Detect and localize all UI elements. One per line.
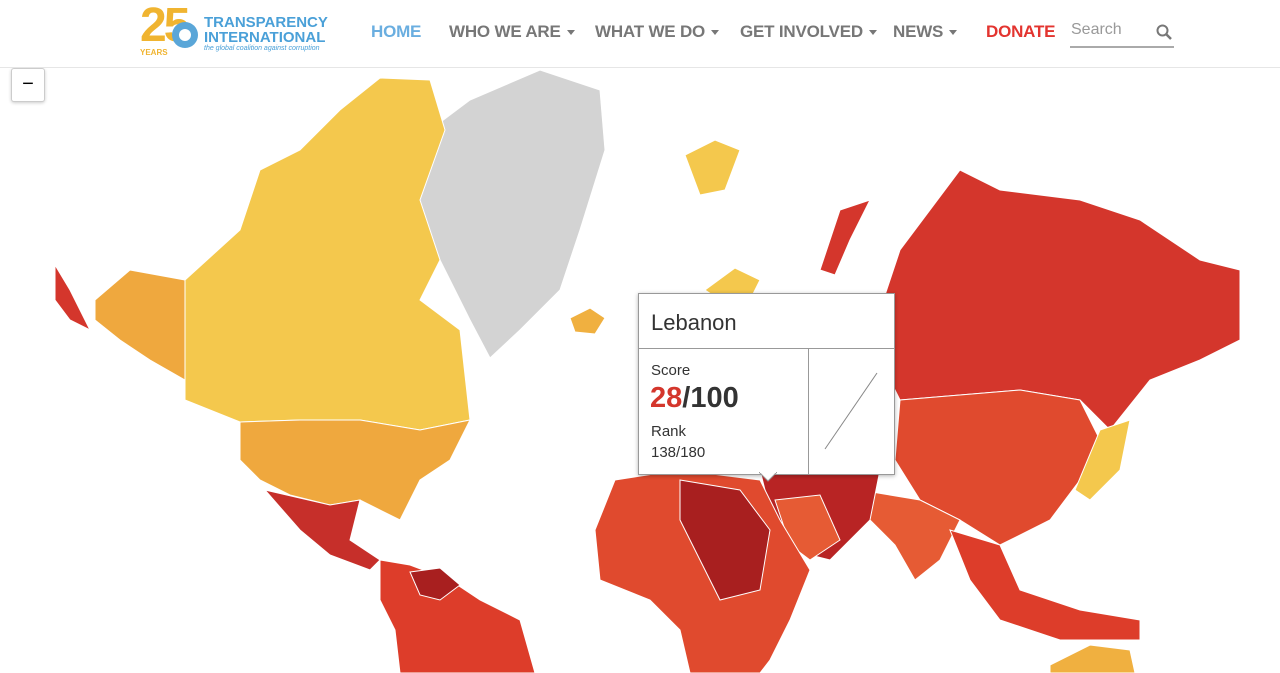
nav-link[interactable]: NEWS xyxy=(893,22,958,42)
nav-link[interactable]: WHO WE ARE xyxy=(449,22,575,42)
caret xyxy=(868,30,877,36)
logo-name: TRANSPARENCY xyxy=(204,14,328,31)
russia[interactable] xyxy=(869,169,1241,431)
usa[interactable] xyxy=(239,419,471,521)
nav-label: NEWS xyxy=(893,22,944,41)
tooltip-country: Lebanon xyxy=(651,310,737,335)
canada[interactable] xyxy=(184,77,471,431)
rank-value: 138/180 xyxy=(651,444,706,461)
search-placeholder: Search xyxy=(1071,21,1122,38)
central-africa[interactable] xyxy=(679,479,771,601)
australia[interactable] xyxy=(1049,644,1136,673)
nav-label: WHO WE ARE xyxy=(449,22,561,41)
tooltip-pointer xyxy=(759,472,777,482)
nav-link[interactable]: GET INVOLVED xyxy=(740,22,877,42)
india[interactable] xyxy=(859,489,961,581)
venezuela[interactable] xyxy=(409,567,461,601)
divider xyxy=(639,348,894,349)
zoom-out-button[interactable]: − xyxy=(11,68,45,102)
nav-label: WHAT WE DO xyxy=(595,22,706,41)
tooltip: Lebanon Score 28/100 Rank 138/180 xyxy=(638,293,895,482)
caret xyxy=(711,30,720,36)
southeast-asia[interactable] xyxy=(949,529,1141,641)
score-value: 28 xyxy=(650,382,683,414)
logo-name: INTERNATIONAL xyxy=(204,29,326,46)
south-america[interactable] xyxy=(379,559,536,673)
alaska[interactable] xyxy=(94,269,186,381)
caret xyxy=(566,30,575,36)
iceland[interactable] xyxy=(569,307,606,335)
search-icon xyxy=(1156,24,1172,40)
search-box[interactable]: Search xyxy=(1070,18,1174,48)
caret xyxy=(949,30,958,36)
chukotka[interactable] xyxy=(54,263,92,332)
china[interactable] xyxy=(894,389,1101,546)
logo-globe xyxy=(172,22,198,48)
logo-years: YEARS xyxy=(140,48,168,57)
logo-tagline: the global coalition against corruption xyxy=(204,45,320,52)
nav-link[interactable]: WHAT WE DO xyxy=(595,22,720,42)
trend-sparkline xyxy=(824,372,878,450)
score-max: /100 xyxy=(682,382,739,414)
logo[interactable]: 25 YEARS TRANSPARENCY INTERNATIONAL the … xyxy=(138,0,338,62)
rank-label: Rank xyxy=(651,423,687,440)
donate-link[interactable]: DONATE xyxy=(986,22,1056,41)
score-label: Score xyxy=(651,362,691,379)
header: 25 YEARS TRANSPARENCY INTERNATIONAL the … xyxy=(0,0,1280,68)
japan[interactable] xyxy=(1074,419,1131,501)
score: 28/100 xyxy=(650,382,739,415)
divider xyxy=(808,348,809,474)
nav-link[interactable]: HOME xyxy=(371,22,422,41)
nav-label: GET INVOLVED xyxy=(740,22,863,41)
novaya-zemlya[interactable] xyxy=(819,199,871,276)
svalbard[interactable] xyxy=(684,139,741,196)
